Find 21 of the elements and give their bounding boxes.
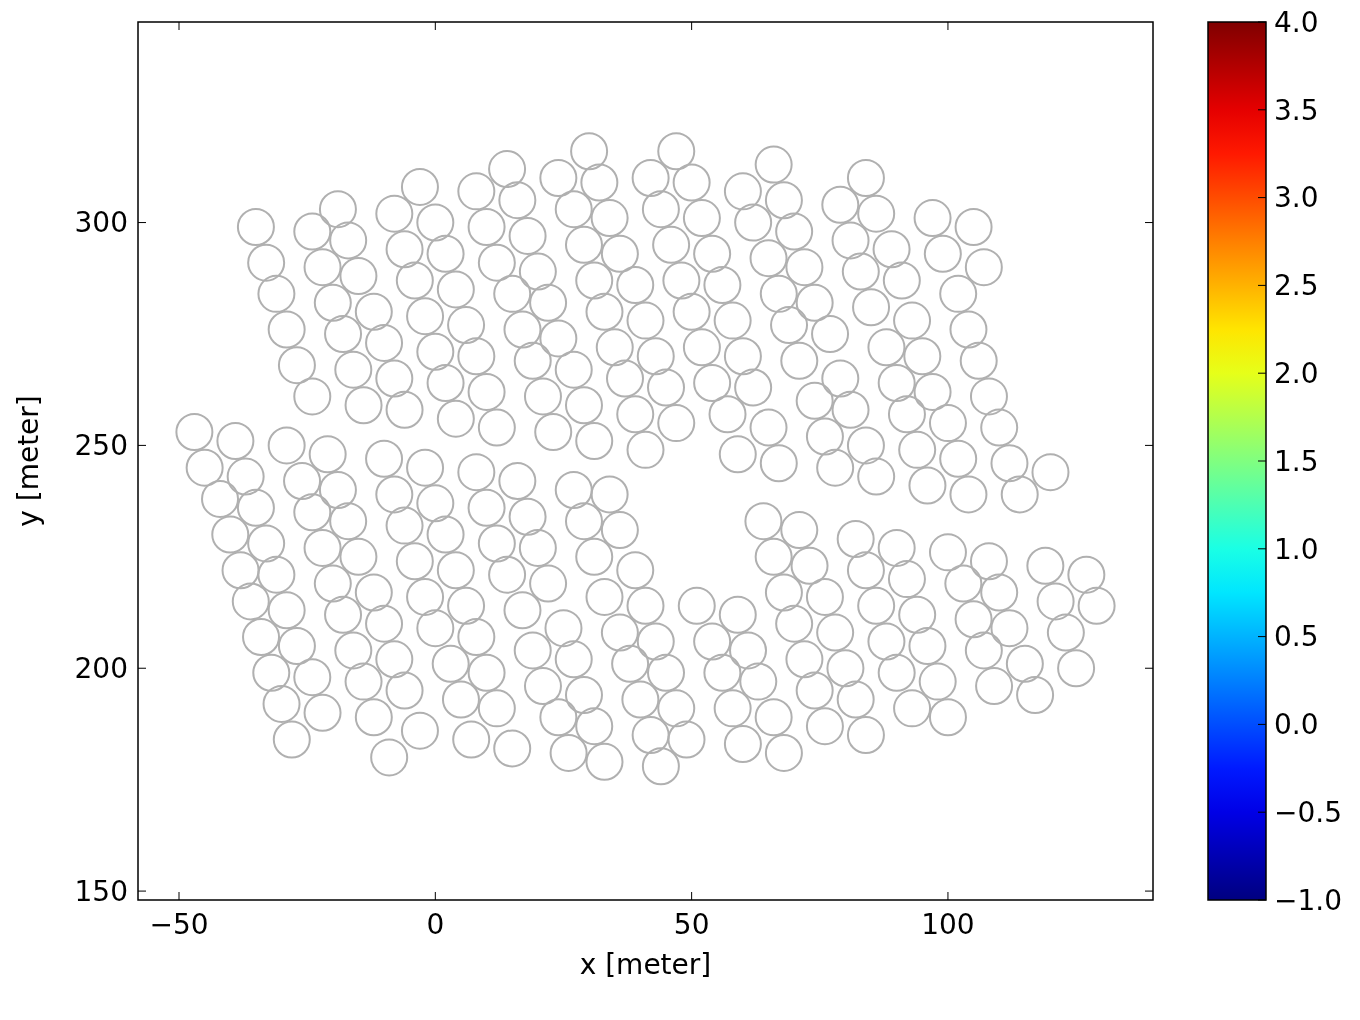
color-bar-label: −0.5 [1274,796,1342,829]
color-bar-label: 1.5 [1274,444,1319,478]
x-tick-label: −50 [149,908,209,941]
x-axis-title: x [meter] [579,948,712,981]
y-tick-label: 250 [74,429,128,463]
y-tick-label: 200 [74,652,128,686]
color-bar-label: 4.0 [1274,5,1319,39]
color-bar-label: 1.0 [1274,532,1319,566]
x-tick-label: 0 [426,908,445,941]
y-tick-label: 300 [74,206,128,240]
color-bar-label: 0.5 [1274,620,1319,654]
color-bar-label: 3.5 [1274,93,1319,127]
color-bar-label: 0.0 [1274,708,1319,742]
y-tick-label: 150 [74,874,128,908]
color-bar-label: 2.0 [1274,357,1319,390]
x-tick-label: 100 [921,908,975,941]
color-bar-label: 2.5 [1274,269,1319,303]
x-tick-label: 50 [673,908,710,941]
y-axis-title: y [meter] [12,395,45,527]
color-bar-label: −1.0 [1274,883,1342,917]
color-bar-label: 3.0 [1274,181,1319,215]
